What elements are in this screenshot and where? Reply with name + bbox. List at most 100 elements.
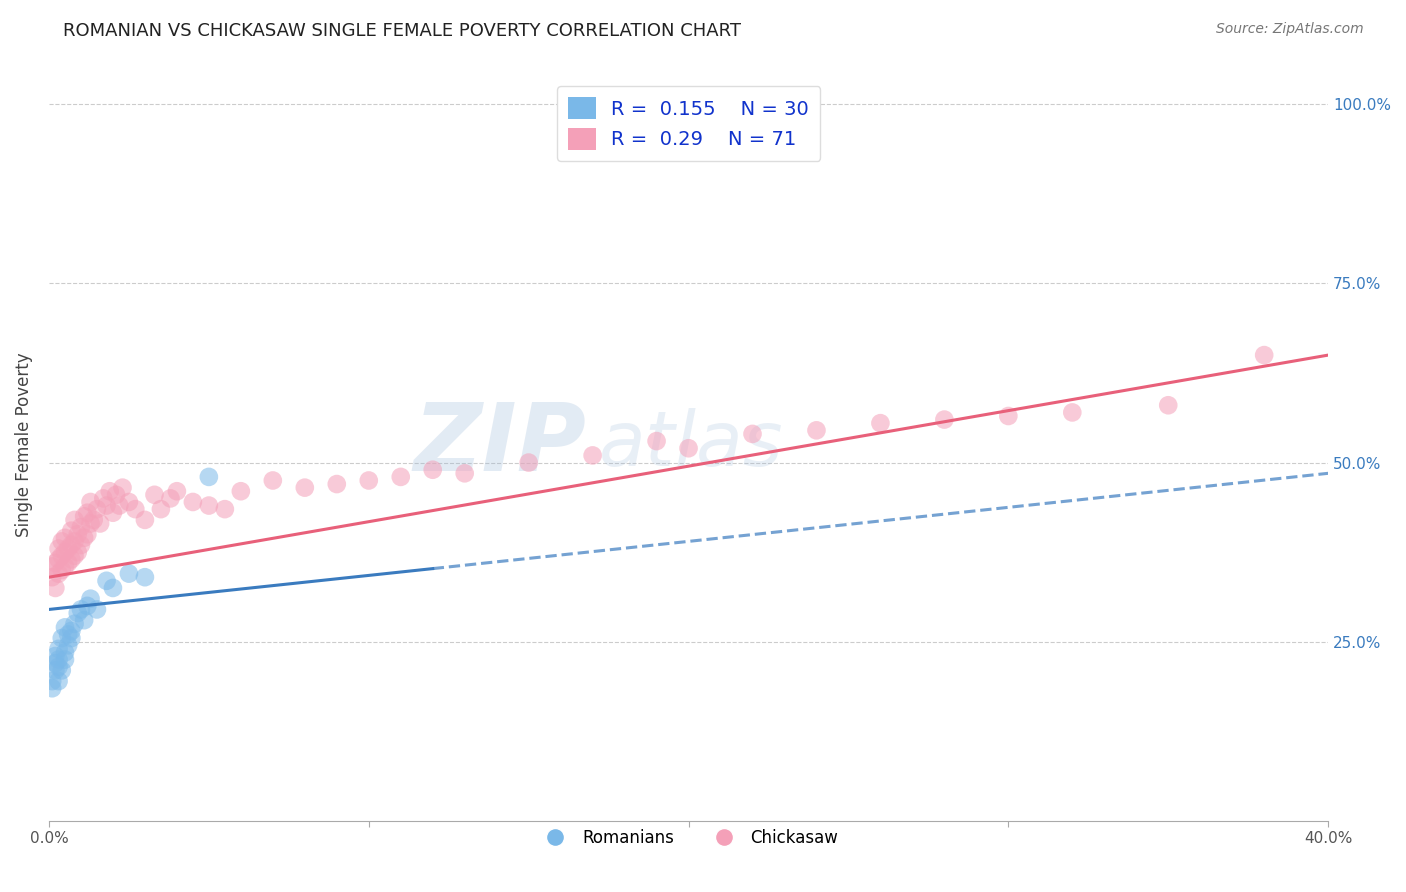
Point <box>44 656 66 670</box>
Point <box>48 552 70 566</box>
Point <box>91 491 114 506</box>
Point <box>73 531 96 545</box>
Point <box>101 506 124 520</box>
Point <box>118 566 141 581</box>
Text: ZIP: ZIP <box>413 399 586 491</box>
Point <box>79 516 101 531</box>
Point <box>44 581 66 595</box>
Point <box>105 488 128 502</box>
Point <box>89 516 111 531</box>
Point <box>294 481 316 495</box>
Point <box>581 449 603 463</box>
Point <box>83 513 105 527</box>
Point <box>73 613 96 627</box>
Point <box>76 599 98 613</box>
Point <box>66 606 89 620</box>
Point <box>56 627 79 641</box>
Point <box>60 552 83 566</box>
Point <box>111 481 134 495</box>
Point <box>63 513 86 527</box>
Point <box>44 648 66 663</box>
Point <box>51 631 73 645</box>
Point <box>101 581 124 595</box>
Point <box>806 423 828 437</box>
Point <box>134 570 156 584</box>
Point <box>44 556 66 570</box>
Point <box>60 624 83 638</box>
Point <box>134 513 156 527</box>
Point <box>96 499 118 513</box>
Point <box>48 652 70 666</box>
Point <box>56 638 79 652</box>
Point <box>214 502 236 516</box>
Point <box>76 527 98 541</box>
Point <box>53 645 76 659</box>
Point <box>869 416 891 430</box>
Point <box>645 434 668 448</box>
Point <box>166 484 188 499</box>
Point <box>48 566 70 581</box>
Point <box>53 531 76 545</box>
Point <box>96 574 118 588</box>
Point <box>741 426 763 441</box>
Point <box>48 674 70 689</box>
Point <box>53 559 76 574</box>
Text: atlas: atlas <box>599 408 783 482</box>
Point <box>159 491 181 506</box>
Point <box>326 477 349 491</box>
Point <box>108 499 131 513</box>
Point <box>678 442 700 456</box>
Y-axis label: Single Female Poverty: Single Female Poverty <box>15 352 32 537</box>
Point <box>41 559 63 574</box>
Point <box>229 484 252 499</box>
Point <box>357 474 380 488</box>
Point <box>98 484 121 499</box>
Point <box>76 506 98 520</box>
Point <box>389 470 412 484</box>
Point <box>56 556 79 570</box>
Point <box>934 412 956 426</box>
Point <box>997 409 1019 423</box>
Point <box>70 520 93 534</box>
Point <box>70 602 93 616</box>
Point <box>517 456 540 470</box>
Point <box>41 570 63 584</box>
Point <box>63 549 86 563</box>
Point <box>63 534 86 549</box>
Point <box>51 549 73 563</box>
Legend: Romanians, Chickasaw: Romanians, Chickasaw <box>531 822 845 854</box>
Point <box>70 538 93 552</box>
Point <box>181 495 204 509</box>
Point <box>41 681 63 696</box>
Point <box>143 488 166 502</box>
Point <box>60 538 83 552</box>
Point <box>262 474 284 488</box>
Point <box>198 499 221 513</box>
Point <box>118 495 141 509</box>
Point <box>1253 348 1275 362</box>
Point <box>1157 398 1180 412</box>
Point <box>60 524 83 538</box>
Point <box>56 541 79 556</box>
Point <box>66 545 89 559</box>
Text: Source: ZipAtlas.com: Source: ZipAtlas.com <box>1216 22 1364 37</box>
Point <box>51 664 73 678</box>
Point <box>48 641 70 656</box>
Point <box>63 616 86 631</box>
Point <box>53 620 76 634</box>
Point <box>51 563 73 577</box>
Point <box>1062 405 1084 419</box>
Point <box>73 509 96 524</box>
Point <box>79 591 101 606</box>
Point <box>41 674 63 689</box>
Point <box>48 541 70 556</box>
Point <box>454 467 477 481</box>
Point <box>53 545 76 559</box>
Point <box>66 527 89 541</box>
Point <box>51 534 73 549</box>
Point <box>86 502 108 516</box>
Point <box>79 495 101 509</box>
Point <box>60 631 83 645</box>
Point <box>48 659 70 673</box>
Point <box>53 652 76 666</box>
